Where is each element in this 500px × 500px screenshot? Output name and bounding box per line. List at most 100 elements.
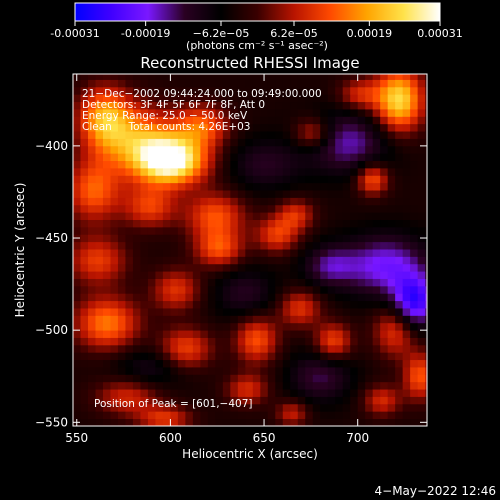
image-cell bbox=[402, 271, 411, 279]
image-cell bbox=[177, 359, 186, 368]
image-cell bbox=[275, 79, 284, 88]
image-cell bbox=[425, 197, 427, 206]
image-cell bbox=[380, 315, 389, 324]
image-cell bbox=[312, 278, 321, 287]
image-cell bbox=[297, 263, 306, 272]
image-cell bbox=[140, 241, 149, 250]
image-cell bbox=[200, 374, 209, 383]
image-cell bbox=[215, 204, 224, 213]
image-cell bbox=[192, 182, 201, 191]
image-cell bbox=[230, 212, 239, 220]
image-cell bbox=[342, 175, 351, 184]
image-cell bbox=[73, 403, 81, 412]
image-cell bbox=[125, 322, 134, 331]
image-cell bbox=[342, 256, 351, 265]
image-cell bbox=[282, 256, 291, 265]
image-cell bbox=[290, 167, 299, 176]
image-cell bbox=[192, 131, 201, 139]
image-cell bbox=[222, 389, 231, 397]
image-cell bbox=[365, 278, 374, 287]
image-cell bbox=[342, 226, 351, 235]
image-cell bbox=[365, 359, 374, 368]
image-cell bbox=[342, 308, 351, 316]
image-cell bbox=[357, 145, 366, 154]
image-cell bbox=[222, 86, 231, 95]
image-cell bbox=[102, 263, 111, 272]
image-cell bbox=[365, 381, 374, 390]
image-cell bbox=[380, 204, 389, 213]
image-cell bbox=[132, 263, 141, 272]
image-cell bbox=[372, 418, 381, 426]
image-cell bbox=[80, 74, 89, 80]
image-cell bbox=[357, 315, 366, 324]
image-cell bbox=[275, 160, 284, 169]
image-cell bbox=[282, 278, 291, 287]
image-cell bbox=[387, 256, 396, 265]
image-cell bbox=[252, 101, 261, 110]
image-cell bbox=[342, 160, 351, 169]
image-cell bbox=[297, 116, 306, 125]
image-cell bbox=[237, 74, 246, 80]
image-cell bbox=[267, 160, 276, 169]
image-cell bbox=[425, 79, 427, 88]
image-cell bbox=[237, 337, 246, 346]
image-cell bbox=[387, 344, 396, 353]
image-cell bbox=[260, 204, 269, 213]
image-cell bbox=[230, 79, 239, 88]
image-cell bbox=[80, 123, 89, 132]
image-cell bbox=[350, 79, 359, 88]
image-cell bbox=[222, 330, 231, 338]
image-cell bbox=[275, 263, 284, 272]
image-cell bbox=[177, 418, 186, 426]
image-cell bbox=[387, 330, 396, 338]
image-cell bbox=[290, 374, 299, 383]
image-cell bbox=[282, 234, 291, 243]
image-cell bbox=[252, 352, 261, 361]
image-cell bbox=[170, 285, 179, 294]
image-cell bbox=[132, 330, 141, 338]
image-cell bbox=[110, 330, 119, 338]
image-cell bbox=[417, 278, 426, 287]
image-cell bbox=[395, 101, 404, 110]
image-cell bbox=[372, 116, 381, 125]
image-cell bbox=[335, 374, 344, 383]
image-cell bbox=[357, 396, 366, 405]
image-cell bbox=[117, 381, 126, 390]
image-cell bbox=[222, 131, 231, 139]
image-cell bbox=[395, 263, 404, 272]
image-cell bbox=[222, 337, 231, 346]
image-cell bbox=[402, 293, 411, 302]
image-cell bbox=[132, 234, 141, 243]
image-cell bbox=[110, 145, 119, 154]
image-cell bbox=[252, 263, 261, 272]
image-cell bbox=[260, 197, 269, 206]
image-cell bbox=[372, 145, 381, 154]
image-cell bbox=[380, 271, 389, 279]
image-cell bbox=[380, 389, 389, 397]
image-cell bbox=[147, 204, 156, 213]
image-cell bbox=[380, 131, 389, 139]
image-cell bbox=[170, 256, 179, 265]
image-cell bbox=[380, 145, 389, 154]
image-cell bbox=[402, 175, 411, 184]
image-cell bbox=[335, 197, 344, 206]
image-cell bbox=[95, 226, 104, 235]
image-cell bbox=[155, 278, 164, 287]
image-cell bbox=[80, 79, 89, 88]
image-cell bbox=[192, 344, 201, 353]
image-cell bbox=[327, 79, 336, 88]
image-cell bbox=[222, 411, 231, 420]
image-cell bbox=[110, 367, 119, 375]
image-cell bbox=[267, 285, 276, 294]
image-cell bbox=[350, 411, 359, 420]
image-cell bbox=[230, 182, 239, 191]
image-cell bbox=[132, 212, 141, 220]
image-cell bbox=[410, 234, 419, 243]
image-cell bbox=[110, 86, 119, 95]
image-cell bbox=[215, 153, 224, 162]
image-cell bbox=[417, 367, 426, 375]
image-cell bbox=[327, 131, 336, 139]
image-cell bbox=[267, 123, 276, 132]
image-cell bbox=[425, 256, 427, 265]
image-cell bbox=[245, 381, 254, 390]
